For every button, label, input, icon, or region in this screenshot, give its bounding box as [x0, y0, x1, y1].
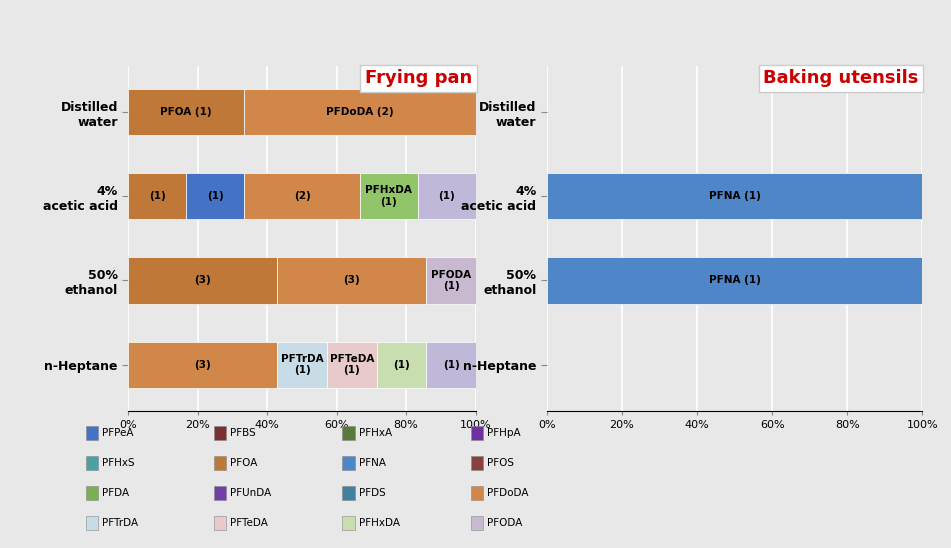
Text: Frying pan: Frying pan	[365, 69, 472, 87]
Text: (2): (2)	[294, 191, 310, 201]
Text: (3): (3)	[343, 276, 360, 286]
Text: PFTeDA: PFTeDA	[230, 518, 268, 528]
Bar	[244, 89, 476, 135]
Bar	[186, 173, 244, 219]
Bar	[278, 258, 426, 304]
Text: PFPeA: PFPeA	[102, 428, 133, 438]
Text: PFHxS: PFHxS	[102, 458, 134, 468]
Text: PFODA
(1): PFODA (1)	[431, 270, 471, 292]
Text: PFODA: PFODA	[487, 518, 522, 528]
Bar	[128, 258, 278, 304]
Text: PFDS: PFDS	[359, 488, 385, 498]
Text: PFOS: PFOS	[487, 458, 514, 468]
Text: PFHxDA: PFHxDA	[359, 518, 399, 528]
Bar	[128, 89, 244, 135]
Bar	[547, 258, 922, 304]
Text: PFHxA: PFHxA	[359, 428, 392, 438]
Text: (1): (1)	[149, 191, 165, 201]
Text: PFTrDA
(1): PFTrDA (1)	[281, 354, 323, 375]
Bar	[327, 341, 377, 388]
Text: PFDoDA: PFDoDA	[487, 488, 529, 498]
Text: PFDoDA (2): PFDoDA (2)	[326, 107, 394, 117]
Bar	[426, 258, 476, 304]
Bar	[417, 173, 476, 219]
Text: (1): (1)	[207, 191, 223, 201]
Text: PFNA (1): PFNA (1)	[708, 191, 761, 201]
Text: PFBS: PFBS	[230, 428, 256, 438]
Text: (1): (1)	[442, 359, 459, 370]
Bar	[128, 341, 278, 388]
Bar	[244, 173, 359, 219]
Text: Baking utensils: Baking utensils	[764, 69, 919, 87]
Bar	[278, 341, 327, 388]
Text: PFHpA: PFHpA	[487, 428, 520, 438]
Text: PFDA: PFDA	[102, 488, 129, 498]
Text: (1): (1)	[438, 191, 456, 201]
Text: (3): (3)	[194, 276, 211, 286]
Text: PFTeDA
(1): PFTeDA (1)	[330, 354, 374, 375]
Text: (1): (1)	[393, 359, 410, 370]
Bar	[547, 173, 922, 219]
Bar	[128, 173, 186, 219]
Text: PFHxDA
(1): PFHxDA (1)	[365, 185, 413, 207]
Text: PFOA: PFOA	[230, 458, 258, 468]
Text: (3): (3)	[194, 359, 211, 370]
Text: PFNA: PFNA	[359, 458, 385, 468]
Bar	[426, 341, 476, 388]
Bar	[377, 341, 426, 388]
Text: PFOA (1): PFOA (1)	[161, 107, 212, 117]
Text: PFNA (1): PFNA (1)	[708, 276, 761, 286]
Text: PFUnDA: PFUnDA	[230, 488, 271, 498]
Bar	[359, 173, 417, 219]
Text: PFTrDA: PFTrDA	[102, 518, 138, 528]
